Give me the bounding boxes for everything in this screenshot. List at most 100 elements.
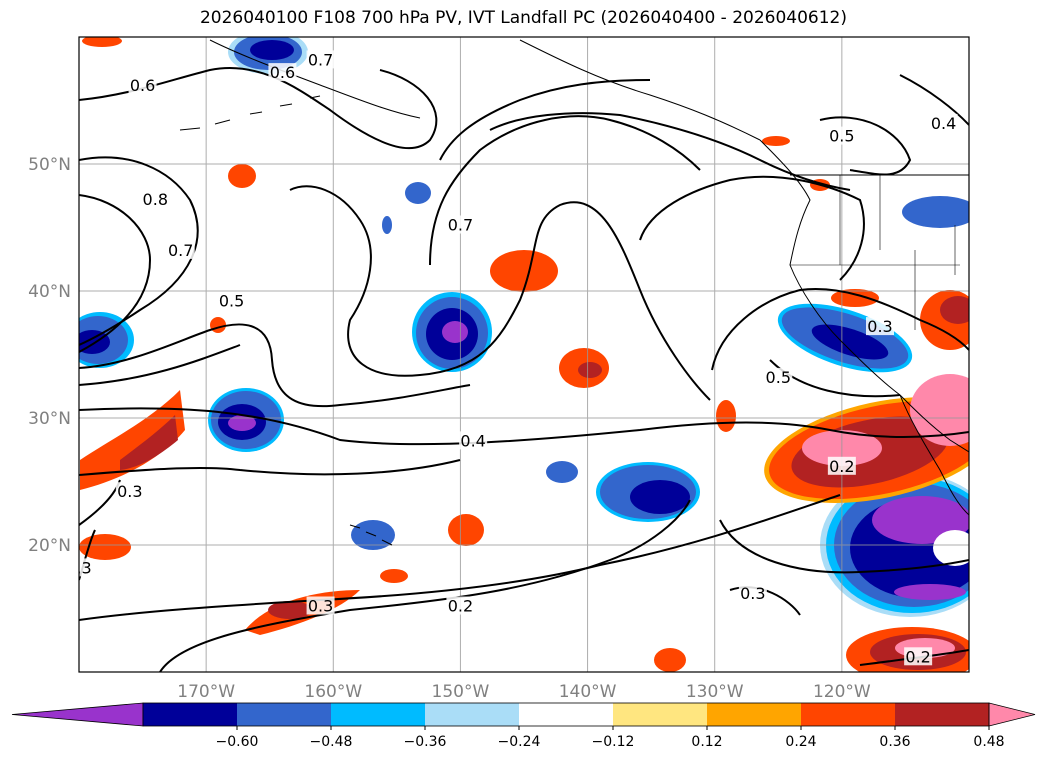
shade-blob [268, 601, 312, 619]
contour-line [719, 519, 969, 574]
colorbar-outline [142, 702, 990, 727]
colorbar-tick-label: −0.24 [498, 734, 541, 750]
contour-line [79, 407, 969, 446]
contour-label: 0.3 [867, 317, 892, 336]
lat-tick-label: 50°N [28, 155, 71, 175]
contour-label: 0.3 [117, 482, 142, 501]
map-frame [78, 36, 970, 673]
contour-line [439, 79, 651, 161]
shade-blob [910, 374, 969, 446]
longitude-labels: 170°W 160°W 150°W 140°W 130°W 120°W [177, 682, 871, 702]
contour-line [639, 175, 865, 281]
shade-blob [578, 362, 602, 378]
contour-label-bg [79, 558, 93, 577]
contour-label-bg [459, 431, 488, 450]
shade-blob [762, 136, 790, 146]
colorbar-extend-high [988, 702, 1036, 727]
contour-line [819, 116, 912, 176]
colorbar-tick-label: 0.24 [785, 734, 816, 750]
contour-label: 0.6 [130, 76, 155, 95]
contour-line [489, 112, 851, 191]
shade-blob [872, 496, 969, 544]
lon-tick-label: 120°W [813, 682, 871, 702]
colorbar-segment [143, 703, 238, 726]
shade-blob [902, 196, 969, 228]
contour-line [79, 344, 241, 386]
contour-label-bg [929, 113, 958, 132]
contour-label: 0.7 [308, 50, 333, 69]
hawaii-islands [349, 524, 393, 546]
contour-label-bg [268, 63, 297, 82]
contour-label: 0.3 [66, 558, 91, 577]
contour-label: 0.7 [448, 216, 473, 235]
contour-label: 0.4 [931, 114, 956, 133]
contour-label: 0.7 [168, 241, 193, 260]
colorbar-segment [707, 703, 802, 726]
shade-blob [380, 569, 408, 583]
colorbar-tick-label: 0.12 [691, 734, 722, 750]
shade-blob [894, 584, 966, 600]
coastlines [179, 39, 969, 546]
west-coast [759, 139, 969, 453]
contour-label: 0.2 [448, 597, 473, 616]
contour-label-bg [446, 596, 475, 615]
shade-blob [228, 415, 256, 431]
contour-line [79, 323, 471, 408]
contour-label-bg [115, 482, 144, 501]
shade-blob [442, 321, 468, 343]
contour-label-bg [446, 215, 475, 234]
colorbar-tick-label: −0.12 [592, 734, 635, 750]
lon-tick-label: 140°W [559, 682, 617, 702]
colorbar-segment [237, 703, 332, 726]
lon-tick-label: 130°W [686, 682, 744, 702]
aleutian-islands [179, 95, 321, 131]
shade-blob [82, 37, 122, 47]
colorbar-tick-label: −0.60 [216, 734, 259, 750]
shade-blob [811, 324, 889, 360]
lat-tick-label: 30°N [28, 409, 71, 429]
contour-label-bg [217, 291, 246, 310]
shade-blob [831, 289, 879, 307]
contour-label: 0.5 [829, 127, 854, 146]
contour-label-bg [866, 317, 894, 336]
colorbar-extend-low [11, 702, 144, 727]
contour-label-bg [128, 75, 157, 94]
colorbar-tick-label: 0.48 [973, 734, 1004, 750]
colorbar [11, 702, 1036, 727]
contour-labels: 0.6 0.6 0.7 0.8 0.7 0.5 0.7 0.4 0.3 0.3 0.3 0.2 0.3 0… [66, 50, 958, 666]
lat-tick-label: 20°N [28, 536, 71, 556]
colorbar-segment [519, 703, 614, 726]
contour-label: 0.3 [308, 597, 333, 616]
contour-label: 0.3 [740, 584, 765, 603]
shade-blob [490, 250, 558, 292]
contour-line [79, 459, 461, 476]
colorbar-segment [895, 703, 990, 726]
contour-line [429, 115, 701, 266]
shade-blob [80, 390, 185, 490]
shade-blob [546, 461, 578, 483]
contour-label-bg [764, 367, 793, 386]
contour-line [79, 494, 841, 621]
ivt-contours [79, 67, 969, 672]
map-title: 2026040100 F108 700 hPa PV, IVT Landfall… [199, 8, 847, 28]
contour-label-bg [827, 126, 856, 145]
shade-blob [716, 400, 736, 432]
contour-label-bg [904, 647, 933, 666]
colorbar-segment [613, 703, 708, 726]
shade-blob [654, 648, 686, 672]
pv-anomaly-shading [79, 37, 969, 672]
colorbar-segment [425, 703, 520, 726]
contour-line [79, 194, 152, 353]
contour-label: 0.4 [460, 431, 485, 450]
contour-line [79, 156, 199, 346]
contour-line [711, 288, 969, 371]
shade-blob [120, 415, 178, 470]
shade-blob [382, 216, 392, 234]
contour-label-bg [306, 596, 335, 615]
contour-label: 0.5 [766, 368, 791, 387]
colorbar-tick-label: −0.48 [310, 734, 353, 750]
latitude-labels: 20°N 30°N 40°N 50°N [28, 155, 71, 556]
shade-blob [79, 534, 131, 560]
shade-blob [210, 317, 226, 333]
